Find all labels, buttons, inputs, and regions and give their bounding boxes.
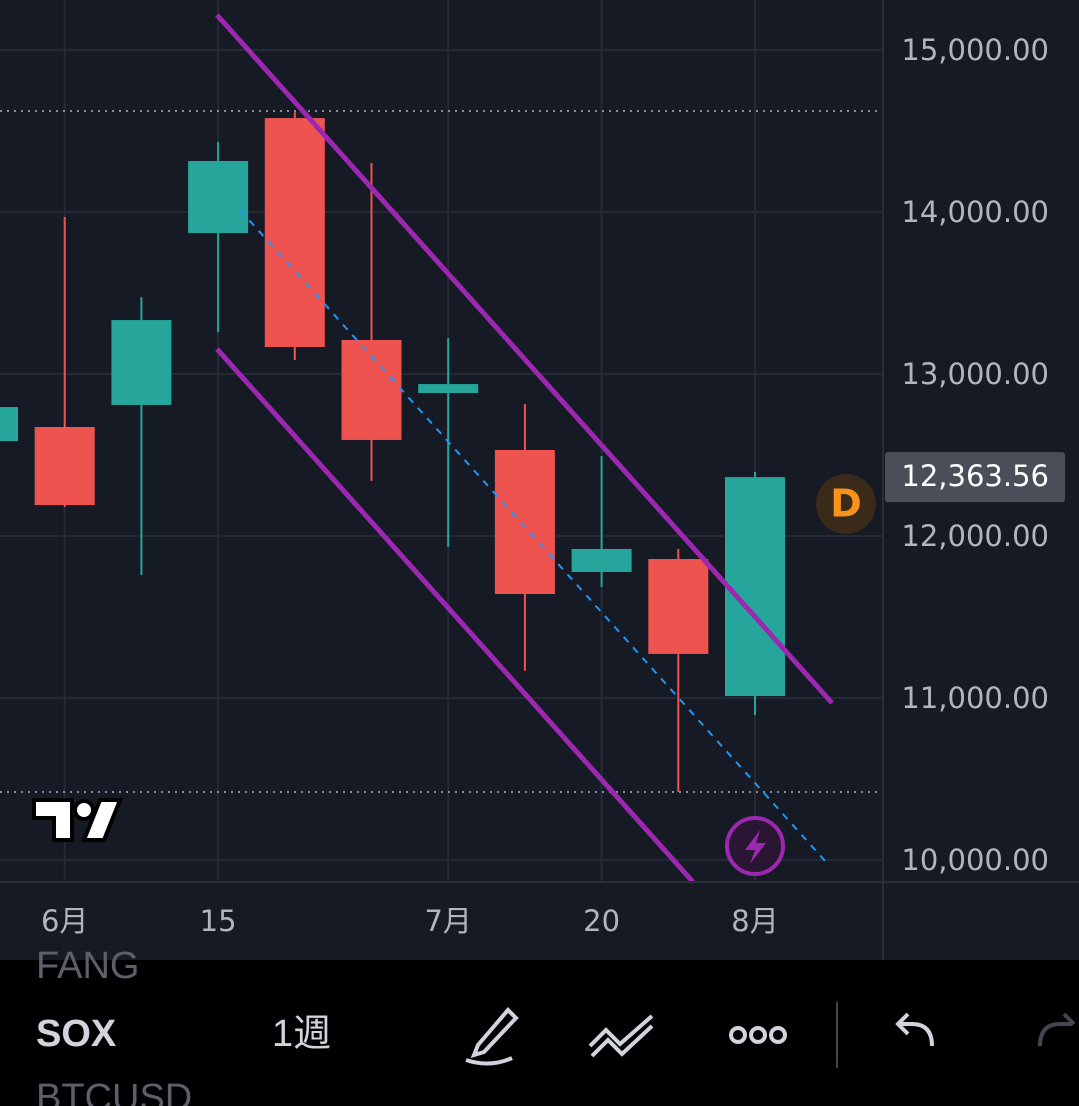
candle-body: [264, 118, 325, 347]
last-price-label: 12,363.56: [901, 459, 1049, 493]
candle-body: [648, 559, 709, 654]
more-icon[interactable]: [729, 1026, 787, 1044]
candle-body: [571, 548, 632, 572]
toolbar: [0, 960, 1079, 1106]
candles: [0, 112, 785, 792]
x-tick-label: 7月: [424, 904, 471, 938]
y-tick-label: 15,000.00: [901, 33, 1049, 67]
y-tick-label: 10,000.00: [901, 843, 1049, 877]
channel-middle: [239, 209, 827, 863]
candle-body: [725, 477, 785, 697]
interval[interactable]: 1週: [272, 1013, 331, 1055]
last-price-box: [885, 452, 1065, 503]
axes: 10,000.00 11,000.00 12,000.00 13,000.00 14,0…: [41, 33, 1065, 938]
y-tick-label: 13,000.00: [901, 357, 1049, 391]
undo-icon[interactable]: [895, 1012, 934, 1047]
y-tick-label: 11,000.00: [901, 681, 1049, 715]
x-tick-label: 20: [583, 904, 620, 938]
candle-body: [34, 426, 95, 506]
x-tick-label: 6月: [41, 904, 88, 938]
badge[interactable]: D: [830, 482, 862, 526]
channel-upper: [215, 13, 834, 705]
candle-body: [188, 161, 249, 234]
symbol[interactable]: SOX: [36, 1013, 117, 1055]
x-tick-label: 8月: [731, 904, 778, 938]
candle-body: [341, 340, 402, 440]
candle-body: [111, 320, 172, 405]
redo-icon[interactable]: [1038, 1012, 1076, 1047]
x-tick-label: 15: [200, 904, 237, 938]
symbol[interactable]: FANG: [36, 945, 139, 987]
channel-lower: [215, 347, 695, 884]
y-tick-label: 14,000.00: [901, 195, 1049, 229]
symbol[interactable]: BTCUSD: [36, 1077, 192, 1106]
candle-body: [0, 407, 18, 442]
candle-body: [418, 384, 479, 393]
draw-icon[interactable]: [465, 1007, 519, 1066]
y-tick-label: 12,000.00: [901, 519, 1049, 553]
candle-body: [494, 449, 555, 594]
badge-circle[interactable]: [816, 474, 876, 534]
lines-icon[interactable]: [588, 1014, 654, 1058]
tradingview-logo: [32, 798, 123, 842]
alert-icon[interactable]: [725, 816, 785, 876]
